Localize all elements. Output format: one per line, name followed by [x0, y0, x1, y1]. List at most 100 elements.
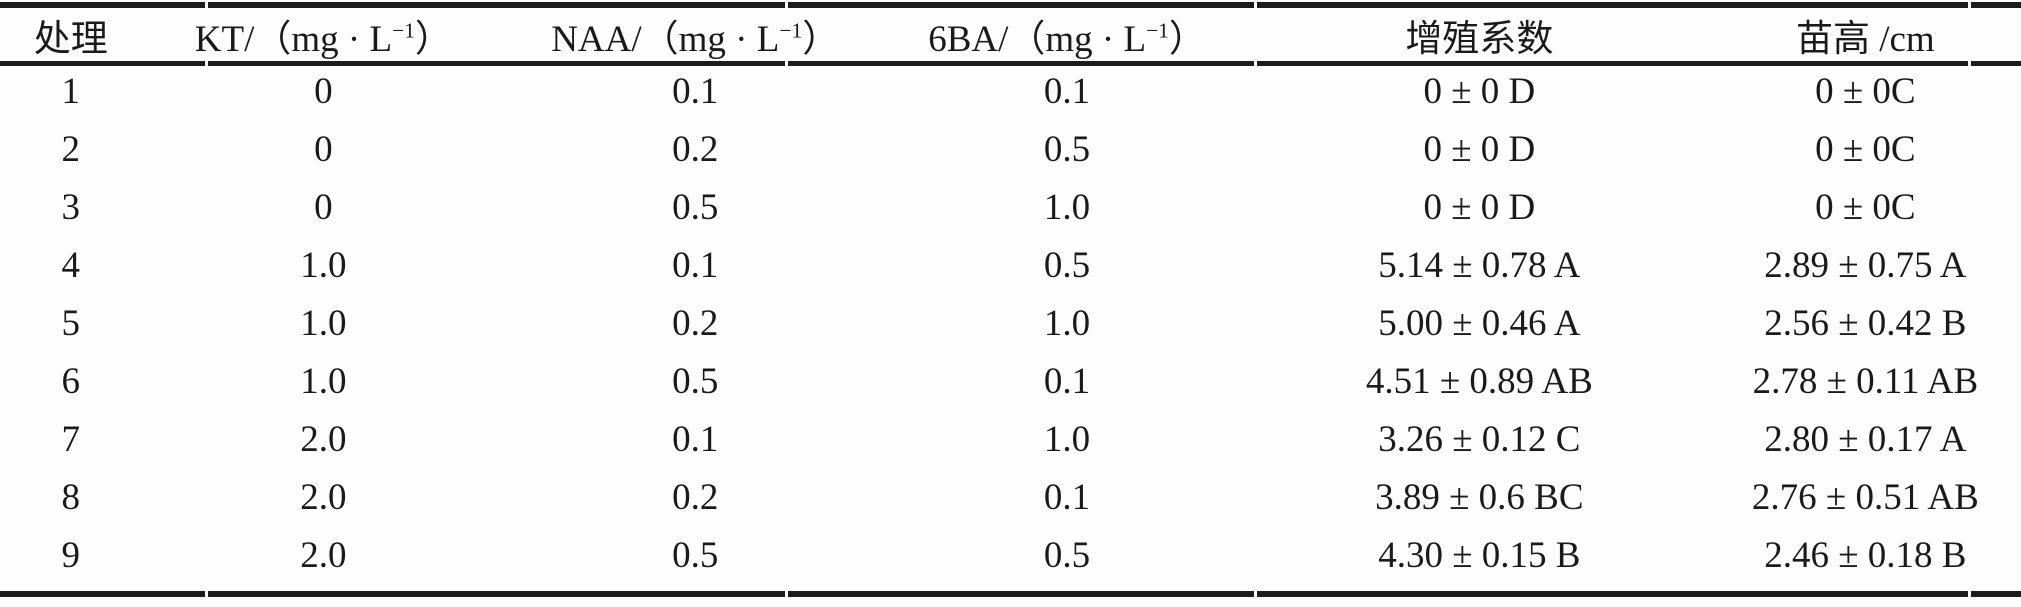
cell-kt: 1.0	[300, 302, 347, 344]
cell-seedling-height: 2.78 ± 0.11 AB	[1752, 360, 1979, 402]
table-row: 3 0 0.5 1.0 0 ± 0 D 0 ± 0C	[0, 178, 2021, 236]
rule-segment	[0, 2, 205, 8]
cell-proliferation-coefficient: 0 ± 0 D	[1423, 186, 1536, 228]
cell-proliferation-coefficient: 0 ± 0 D	[1423, 70, 1536, 112]
cell-6ba: 0.1	[1043, 476, 1091, 518]
cell-seedling-height: 0 ± 0C	[1815, 186, 1916, 228]
rule-segment	[207, 2, 785, 8]
header-superscript: −1	[779, 18, 803, 43]
cell-naa: 0.2	[672, 476, 719, 518]
rule-segment	[1970, 591, 2021, 597]
cell-kt: 1.0	[300, 244, 347, 286]
cell-seedling-height: 2.76 ± 0.51 AB	[1751, 476, 1979, 518]
cell-naa: 0.5	[672, 186, 719, 228]
cell-treatment: 5	[61, 302, 80, 344]
rule-segment	[1970, 2, 2021, 8]
cell-kt: 2.0	[300, 534, 347, 576]
col-header-naa: NAA/（mg · L−1）	[505, 8, 885, 62]
rule-segment	[1256, 591, 1968, 597]
cell-kt: 2.0	[300, 476, 347, 518]
cell-kt: 0	[314, 70, 333, 112]
header-row: 处理 KT/（mg · L−1） NAA/（mg · L−1） 6BA/（mg …	[0, 8, 2021, 62]
cell-6ba: 1.0	[1043, 302, 1091, 344]
rule-segment	[787, 591, 1254, 597]
cell-proliferation-coefficient: 4.51 ± 0.89 AB	[1365, 360, 1593, 402]
rule-segment	[1256, 61, 1968, 66]
cell-treatment: 4	[61, 244, 80, 286]
cell-6ba: 0.1	[1043, 70, 1091, 112]
rule-segment	[1970, 61, 2021, 66]
cell-seedling-height: 2.56 ± 0.42 B	[1764, 302, 1967, 344]
header-label: NAA/（mg · L	[551, 19, 780, 60]
cell-proliferation-coefficient: 0 ± 0 D	[1423, 128, 1536, 170]
table-top-rule	[0, 2, 2021, 8]
rule-segment	[787, 2, 1254, 8]
cell-naa: 0.2	[672, 128, 719, 170]
table-row: 4 1.0 0.1 0.5 5.14 ± 0.78 A 2.89 ± 0.75 …	[0, 236, 2021, 294]
header-label-tail: ）	[414, 19, 452, 60]
cell-naa: 0.1	[672, 418, 719, 460]
cell-proliferation-coefficient: 3.89 ± 0.6 BC	[1375, 476, 1584, 518]
table-bottom-rule	[0, 591, 2021, 597]
header-superscript: −1	[1146, 18, 1169, 43]
cell-kt: 0	[314, 186, 333, 228]
header-label: 苗高 /cm	[1795, 19, 1935, 60]
cell-naa: 0.5	[672, 360, 719, 402]
rule-segment	[787, 61, 1254, 66]
cell-kt: 2.0	[300, 418, 347, 460]
header-separator-rule	[0, 61, 2021, 66]
header-label: 处理	[33, 19, 108, 60]
rule-segment	[207, 61, 785, 66]
cell-seedling-height: 2.80 ± 0.17 A	[1764, 418, 1967, 460]
cell-6ba: 0.1	[1043, 360, 1091, 402]
cell-seedling-height: 0 ± 0C	[1815, 70, 1916, 112]
treatment-results-table: 处理 KT/（mg · L−1） NAA/（mg · L−1） 6BA/（mg …	[0, 8, 2021, 584]
table-row: 8 2.0 0.2 0.1 3.89 ± 0.6 BC 2.76 ± 0.51 …	[0, 468, 2021, 526]
cell-proliferation-coefficient: 3.26 ± 0.12 C	[1378, 418, 1581, 460]
cell-naa: 0.1	[672, 70, 719, 112]
cell-6ba: 1.0	[1043, 186, 1091, 228]
table-row: 5 1.0 0.2 1.0 5.00 ± 0.46 A 2.56 ± 0.42 …	[0, 294, 2021, 352]
table-row: 1 0 0.1 0.1 0 ± 0 D 0 ± 0C	[0, 62, 2021, 120]
header-label-tail: ）	[802, 19, 840, 60]
cell-treatment: 3	[61, 186, 80, 228]
cell-seedling-height: 2.46 ± 0.18 B	[1764, 534, 1967, 576]
cell-treatment: 2	[61, 128, 80, 170]
cell-6ba: 1.0	[1043, 418, 1091, 460]
cell-6ba: 0.5	[1043, 128, 1091, 170]
cell-proliferation-coefficient: 5.00 ± 0.46 A	[1378, 302, 1581, 344]
rule-segment	[0, 61, 205, 66]
rule-segment	[207, 591, 785, 597]
rule-segment	[1256, 2, 1968, 8]
cell-naa: 0.5	[672, 534, 719, 576]
cell-naa: 0.1	[672, 244, 719, 286]
cell-seedling-height: 2.89 ± 0.75 A	[1764, 244, 1967, 286]
rule-segment	[0, 591, 205, 597]
header-label: KT/（mg · L	[194, 19, 393, 60]
col-header-treatment: 处理	[0, 8, 141, 62]
cell-kt: 0	[314, 128, 333, 170]
cell-proliferation-coefficient: 4.30 ± 0.15 B	[1378, 534, 1581, 576]
col-header-6ba: 6BA/（mg · L−1）	[885, 8, 1249, 62]
table-row: 6 1.0 0.5 0.1 4.51 ± 0.89 AB 2.78 ± 0.11…	[0, 352, 2021, 410]
cell-6ba: 0.5	[1043, 244, 1091, 286]
cell-kt: 1.0	[300, 360, 347, 402]
cell-treatment: 7	[61, 418, 80, 460]
cell-naa: 0.2	[672, 302, 719, 344]
cell-treatment: 6	[61, 360, 80, 402]
cell-treatment: 8	[61, 476, 80, 518]
cell-treatment: 1	[61, 70, 80, 112]
header-label: 增殖系数	[1405, 19, 1554, 60]
table-row: 9 2.0 0.5 0.5 4.30 ± 0.15 B 2.46 ± 0.18 …	[0, 526, 2021, 584]
col-header-proliferation-coefficient: 增殖系数	[1249, 8, 1710, 62]
cell-treatment: 9	[61, 534, 80, 576]
header-label-tail: ）	[1168, 19, 1206, 60]
col-header-kt: KT/（mg · L−1）	[141, 8, 505, 62]
cell-proliferation-coefficient: 5.14 ± 0.78 A	[1378, 244, 1581, 286]
header-label: 6BA/（mg · L	[928, 19, 1147, 60]
cell-seedling-height: 0 ± 0C	[1815, 128, 1916, 170]
table-row: 2 0 0.2 0.5 0 ± 0 D 0 ± 0C	[0, 120, 2021, 178]
table-row: 7 2.0 0.1 1.0 3.26 ± 0.12 C 2.80 ± 0.17 …	[0, 410, 2021, 468]
cell-6ba: 0.5	[1043, 534, 1091, 576]
